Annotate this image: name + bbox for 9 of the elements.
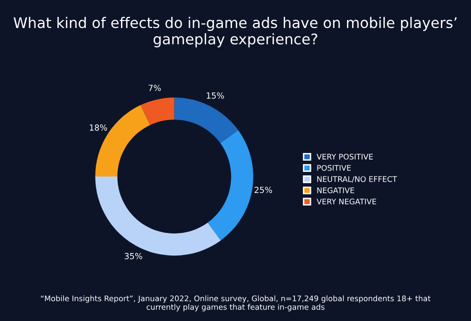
donut-slice [140, 98, 174, 126]
data-label: 7% [148, 84, 161, 92]
data-label: 35% [124, 252, 142, 260]
donut-slice [208, 130, 254, 240]
data-label: 25% [254, 186, 272, 194]
donut-slice [174, 98, 238, 144]
data-label: 18% [90, 124, 108, 131]
data-label: 15% [206, 92, 224, 99]
chart-title: What kind of effects do in-game ads have on mobile players’ gameplay experience? [14, 16, 457, 48]
